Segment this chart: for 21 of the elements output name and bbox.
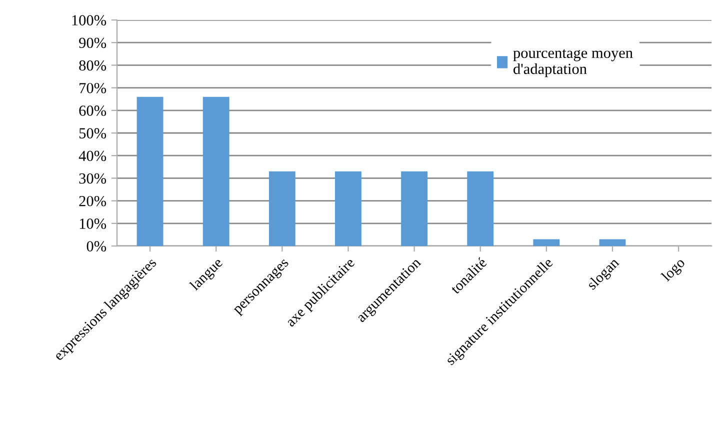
y-tick-label: 80% [79,60,106,71]
bar [136,96,164,246]
y-tick-label: 40% [78,150,106,162]
bar [268,171,296,246]
y-tick-label: 60% [79,106,106,116]
bar [533,239,560,246]
y-tick-label: 100% [72,15,106,26]
y-tick-label: 30% [79,173,106,184]
legend-label: pourcentage moyen d'adaptation [513,49,633,78]
bar [401,171,428,246]
bar [335,171,362,246]
y-tick-label: 20% [79,196,106,206]
y-tick-label: 0% [86,241,106,252]
y-tick-label: 10% [80,218,106,229]
bar [202,96,230,246]
bar [467,171,494,246]
y-tick-label: 70% [80,82,106,94]
y-tick-label: 50% [79,128,106,138]
bar [599,239,626,246]
y-tick-label: 90% [79,38,106,48]
x-tick-label: logo [660,256,688,284]
